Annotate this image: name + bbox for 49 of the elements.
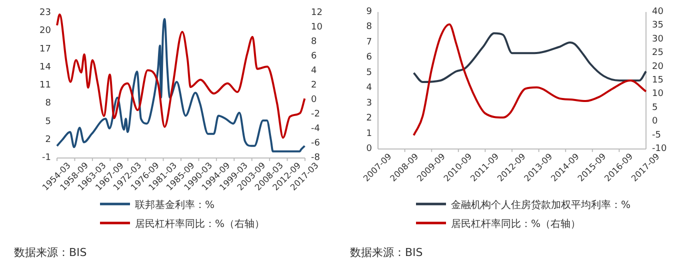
y-tick-label: -1 — [42, 153, 51, 163]
y2-tick-label: 6 — [311, 52, 317, 62]
y2-tick-label: 40 — [652, 7, 664, 17]
y2-tick-label: -2 — [311, 110, 320, 120]
y-tick-label: 5 — [366, 68, 372, 78]
y-tick-label: 0 — [366, 144, 372, 154]
y-tick-label: 5 — [45, 116, 51, 127]
y2-tick-label: 0 — [311, 95, 317, 105]
legend-label: 金融机构个人住房贷款加权平均利率：% — [451, 199, 631, 211]
y2-tick-label: 8 — [311, 37, 317, 47]
y-tick-label: 8 — [366, 22, 372, 32]
legend-label: 居民杠杆率同比：%（右轴） — [451, 218, 581, 230]
y2-tick-label: -6 — [311, 138, 320, 148]
y-tick-label: 3 — [366, 98, 372, 108]
y-tick-label: 14 — [40, 62, 52, 72]
source-note: 数据来源：BIS — [350, 246, 423, 259]
y2-tick-label: 0 — [652, 116, 658, 127]
legend-label: 居民杠杆率同比：%（右轴） — [135, 218, 265, 230]
y2-tick-label: 4 — [311, 66, 317, 76]
y-tick-label: 4 — [366, 83, 372, 94]
y-tick-label: 17 — [40, 44, 51, 54]
y-tick-label: 6 — [366, 52, 372, 63]
y2-tick-label: -8 — [311, 153, 320, 163]
y-tick-label: 2 — [45, 134, 51, 145]
y2-tick-label: 10 — [311, 22, 323, 32]
y-tick-label: 8 — [45, 98, 52, 109]
y2-tick-label: -4 — [311, 124, 320, 134]
y-tick-label: 23 — [40, 8, 51, 18]
y-tick-label: 11 — [40, 80, 51, 90]
y2-tick-label: -10 — [652, 144, 667, 154]
y2-tick-label: 15 — [652, 76, 664, 86]
line-series — [412, 23, 647, 136]
legend-label: 联邦基金利率：% — [135, 199, 215, 211]
y-tick-label: 2 — [366, 114, 372, 124]
source-note: 数据来源：BIS — [14, 246, 87, 259]
y-tick-label: 9 — [366, 7, 372, 17]
line-series — [412, 32, 647, 84]
y2-tick-label: 2 — [311, 80, 317, 90]
y2-tick-label: 12 — [311, 8, 322, 18]
y-tick-label: 20 — [40, 26, 52, 36]
y2-tick-label: 35 — [652, 20, 664, 31]
y2-tick-label: 25 — [652, 48, 664, 58]
y-tick-label: 7 — [366, 37, 372, 48]
y2-tick-label: 5 — [652, 102, 658, 113]
y2-tick-label: 20 — [652, 62, 664, 72]
y2-tick-label: 30 — [652, 34, 664, 44]
y2-tick-label: -5 — [652, 130, 661, 140]
y2-tick-label: 10 — [652, 89, 664, 100]
y-tick-label: 1 — [366, 128, 372, 139]
